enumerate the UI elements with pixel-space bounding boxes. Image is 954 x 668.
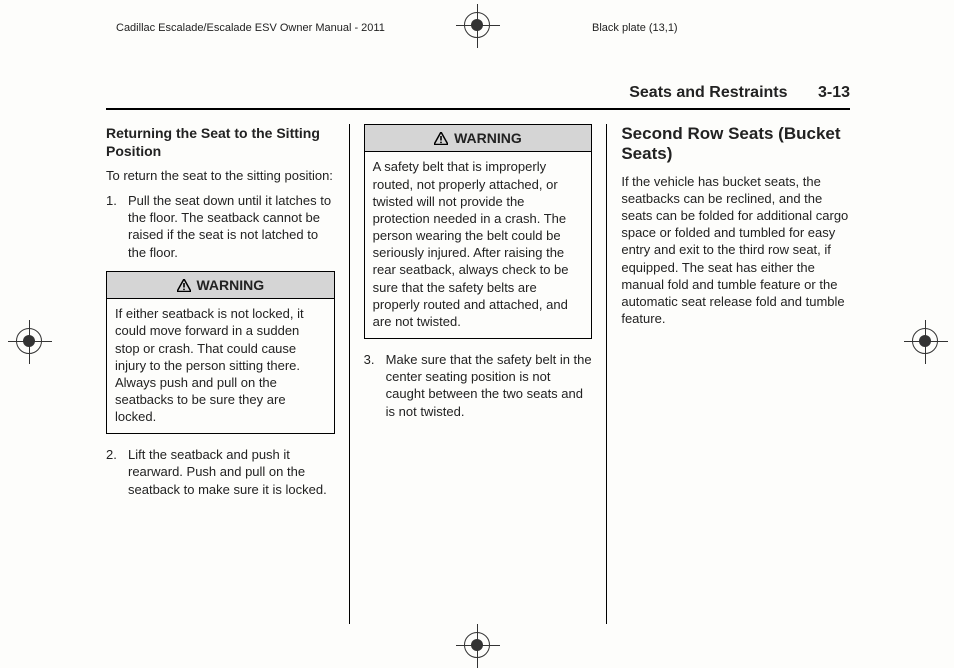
- subheading: Returning the Seat to the Sitting Positi…: [106, 124, 335, 161]
- doc-title: Cadillac Escalade/Escalade ESV Owner Man…: [116, 22, 385, 34]
- section-body: If the vehicle has bucket seats, the sea…: [621, 173, 850, 327]
- warning-label: WARNING: [196, 277, 264, 293]
- warning-text: A safety belt that is improperly routed,…: [365, 152, 592, 338]
- warning-label: WARNING: [454, 130, 522, 146]
- step-number: 1.: [106, 192, 117, 209]
- column-2: WARNING A safety belt that is improperly…: [349, 124, 607, 624]
- content-columns: Returning the Seat to the Sitting Positi…: [106, 124, 850, 624]
- section-heading: Second Row Seats (Bucket Seats): [621, 124, 850, 165]
- column-3: Second Row Seats (Bucket Seats) If the v…: [606, 124, 850, 624]
- warning-box: WARNING A safety belt that is improperly…: [364, 124, 593, 339]
- list-item: 2. Lift the seatback and push it rearward…: [106, 446, 335, 497]
- plate-label: Black plate (13,1): [592, 22, 678, 34]
- page-number: 3-13: [818, 84, 850, 101]
- step-text: Pull the seat down until it latches to t…: [128, 193, 331, 259]
- warning-triangle-icon: [434, 132, 448, 145]
- warning-header: WARNING: [107, 272, 334, 299]
- warning-text: If either seatback is not locked, it cou…: [107, 299, 334, 433]
- chapter-header: Seats and Restraints 3-13: [106, 84, 850, 110]
- intro-text: To return the seat to the sitting positi…: [106, 167, 335, 184]
- chapter-title: Seats and Restraints: [629, 84, 787, 101]
- step-text: Make sure that the safety belt in the ce…: [386, 352, 592, 418]
- registration-mark-icon: [456, 624, 500, 668]
- list-item: 3. Make sure that the safety belt in the …: [364, 351, 593, 420]
- warning-header: WARNING: [365, 125, 592, 152]
- warning-box: WARNING If either seatback is not locked…: [106, 271, 335, 435]
- registration-mark-icon: [456, 4, 500, 48]
- step-text: Lift the seatback and push it rearward. …: [128, 447, 327, 496]
- column-1: Returning the Seat to the Sitting Positi…: [106, 124, 349, 624]
- registration-mark-icon: [904, 320, 948, 364]
- step-number: 2.: [106, 446, 117, 463]
- page-body: Seats and Restraints 3-13 Returning the …: [106, 84, 850, 624]
- registration-mark-icon: [8, 320, 52, 364]
- warning-triangle-icon: [177, 279, 191, 292]
- step-number: 3.: [364, 351, 375, 368]
- list-item: 1. Pull the seat down until it latches to…: [106, 192, 335, 261]
